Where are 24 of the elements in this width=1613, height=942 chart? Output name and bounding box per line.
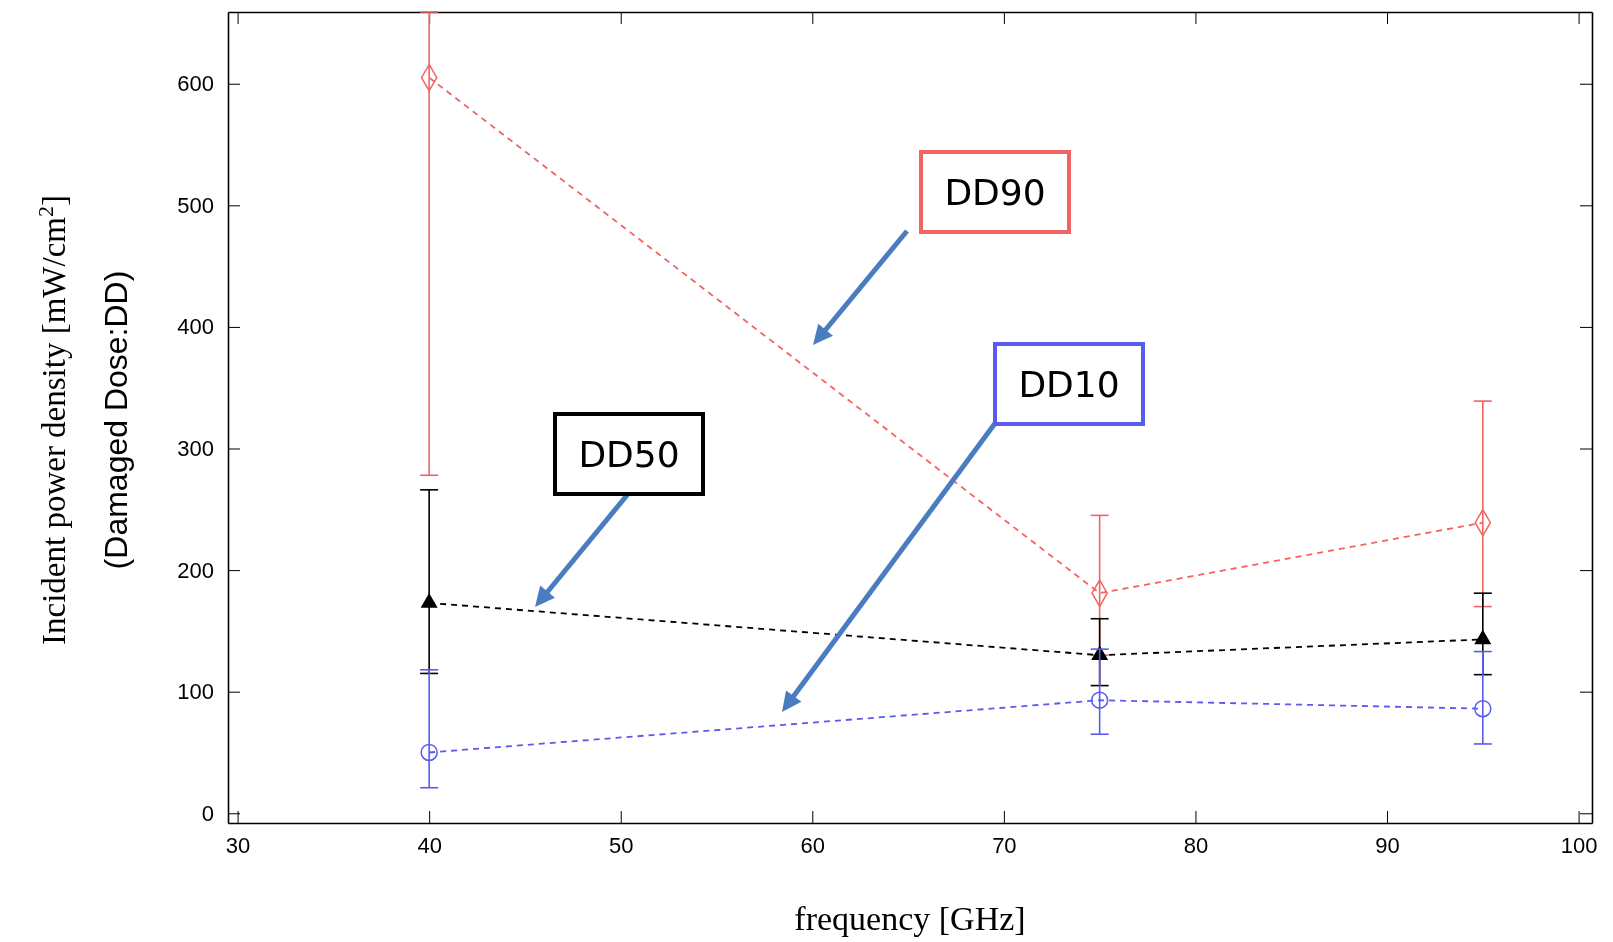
- x-tick-label: 60: [800, 832, 826, 858]
- y-tick-label: 200: [177, 557, 214, 583]
- x-tick-label: 70: [992, 832, 1017, 858]
- y-tick-label: 500: [177, 192, 214, 218]
- y-tick-label: 100: [177, 679, 214, 705]
- x-tick-label: 30: [225, 832, 251, 858]
- point: [1090, 691, 1109, 709]
- y-tick-label: 600: [177, 71, 214, 97]
- x-tick-label: 50: [608, 832, 634, 858]
- y-tick-label: 400: [177, 314, 214, 340]
- x-tick-label: 40: [417, 832, 442, 858]
- y-tick-label: 0: [201, 800, 214, 826]
- y-tick-label: 300: [177, 436, 214, 462]
- x-tick-label: 80: [1183, 832, 1209, 858]
- point: [420, 743, 438, 762]
- x-tick-label: 100: [1560, 832, 1598, 858]
- point: [1474, 699, 1492, 718]
- text: DD10: [1018, 364, 1120, 405]
- point: [1474, 630, 1491, 645]
- text: DD50: [578, 434, 680, 475]
- x-tick-label: 90: [1375, 832, 1400, 858]
- text: DD90: [944, 172, 1046, 213]
- point: [421, 593, 438, 608]
- x-axis-title: frequency [GHz]: [794, 900, 1026, 937]
